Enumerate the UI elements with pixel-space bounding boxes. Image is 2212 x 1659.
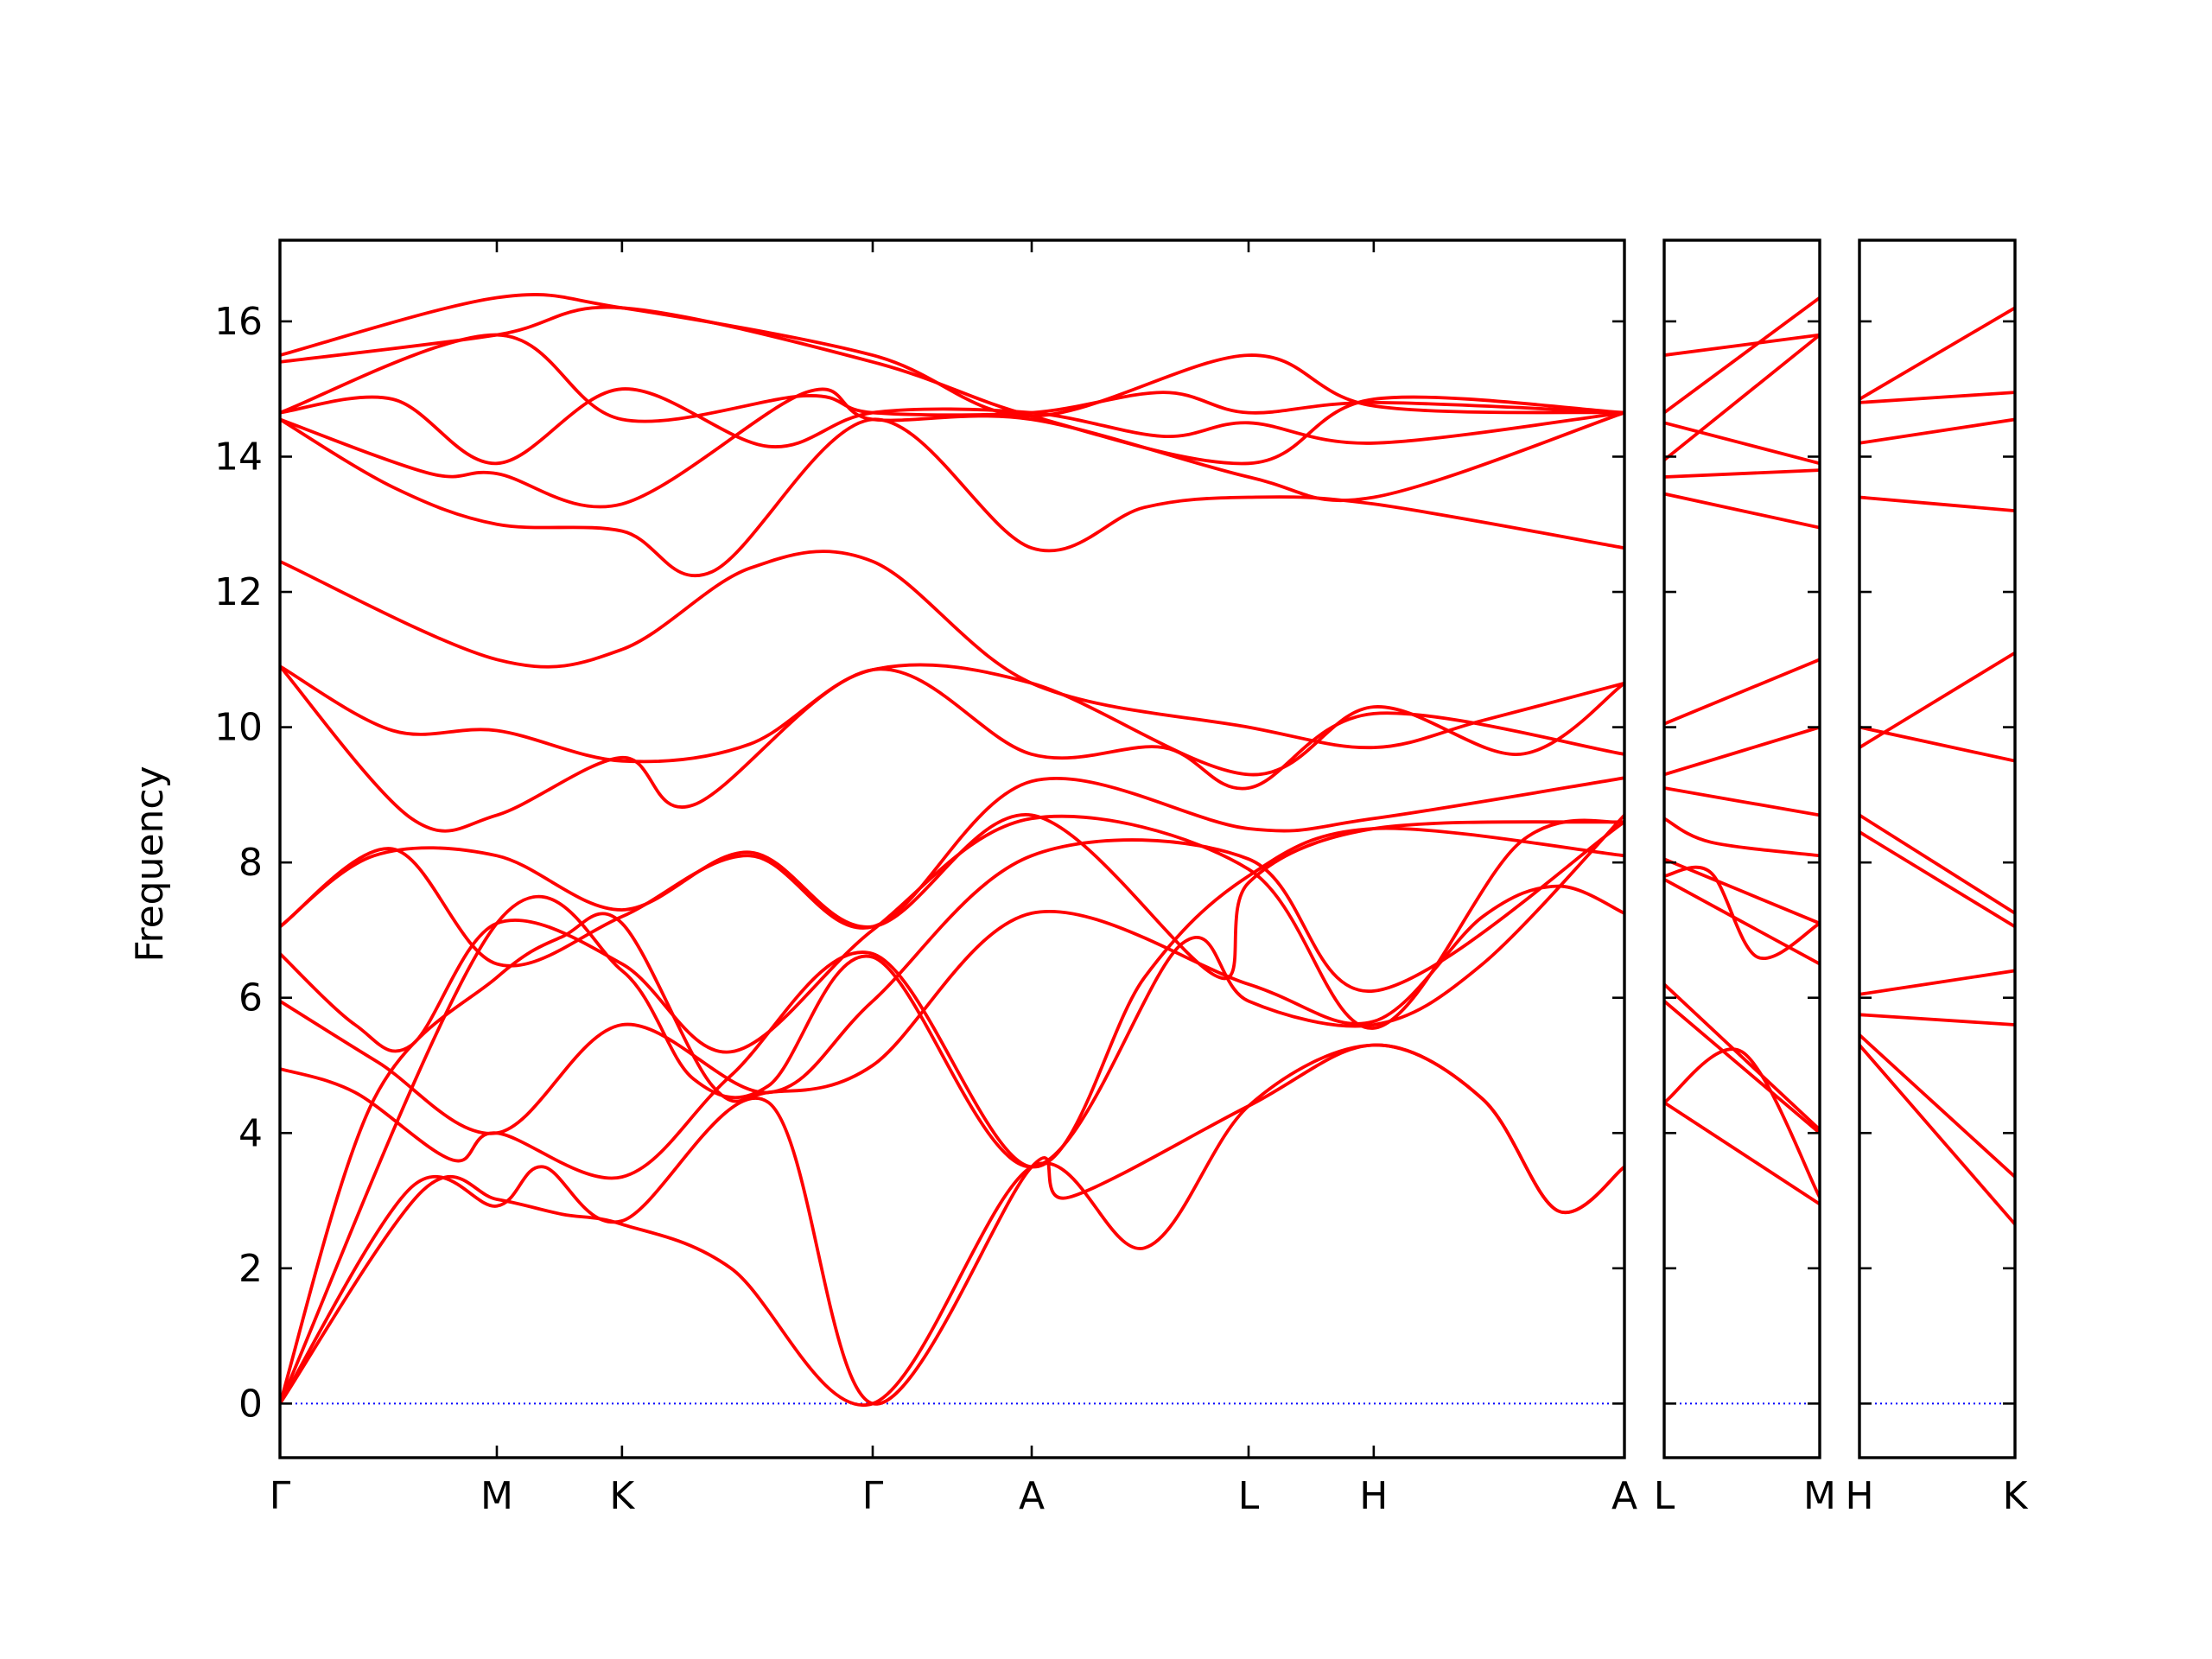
band-line	[280, 813, 1624, 1406]
band-line	[280, 387, 1624, 466]
band-line	[1859, 969, 2015, 996]
band-line	[280, 814, 1624, 1054]
band-line	[1664, 725, 1820, 777]
y-tick-label: 4	[238, 1111, 263, 1155]
x-tick-label: H	[1359, 1474, 1388, 1518]
band-line	[1664, 999, 1820, 1135]
panel-2-bands	[1664, 296, 1820, 1405]
y-axis-title: Frequency	[128, 766, 172, 962]
y-tick-label: 12	[214, 570, 263, 614]
band-line	[1664, 1101, 1820, 1206]
y-tick-label: 14	[214, 435, 263, 479]
band-line	[280, 387, 1624, 509]
y-tick-label: 10	[214, 706, 263, 750]
band-line	[1664, 1047, 1820, 1199]
panel-3-bands	[1859, 306, 2015, 1405]
x-tick-label: A	[1019, 1474, 1045, 1518]
panel-1-bands	[280, 293, 1624, 1408]
x-tick-label: K	[2003, 1474, 2029, 1518]
band-line	[1859, 1033, 2015, 1179]
band-line	[280, 664, 1624, 833]
panel-2-frame	[1662, 238, 1821, 1459]
band-line	[280, 663, 1624, 777]
band-line	[1859, 1043, 2015, 1226]
band-line	[1664, 982, 1820, 1132]
band-line	[280, 305, 1624, 466]
x-tick-label: A	[1611, 1474, 1637, 1518]
panel-1-frame	[278, 238, 1626, 1459]
band-line	[1859, 1013, 2015, 1027]
band-line	[280, 293, 1624, 418]
x-tick-label: L	[1654, 1474, 1675, 1518]
band-line	[1664, 658, 1820, 726]
band-line	[1664, 468, 1820, 479]
band-line	[280, 333, 1624, 423]
band-line	[1664, 333, 1820, 462]
band-line	[1859, 306, 2015, 401]
band-line	[1859, 813, 2015, 915]
band-line	[1859, 725, 2015, 763]
band-line	[1664, 492, 1820, 530]
band-line	[280, 550, 1624, 750]
x-tick-label: M	[1803, 1474, 1836, 1518]
x-tick-label: M	[480, 1474, 513, 1518]
band-line	[280, 826, 1624, 1180]
band-line	[1859, 417, 2015, 445]
panel-3-frame	[1858, 238, 2017, 1459]
y-tick-label: 2	[238, 1247, 263, 1291]
band-line	[1664, 333, 1820, 357]
band-line	[280, 1043, 1624, 1408]
band-line	[1859, 391, 2015, 404]
band-line	[280, 884, 1624, 1406]
y-tick-label: 8	[238, 841, 263, 885]
y-tick-label: 0	[238, 1382, 263, 1426]
band-line	[1664, 857, 1820, 925]
y-tick-label: 16	[214, 300, 263, 344]
band-line	[1664, 296, 1820, 415]
band-line	[280, 776, 1624, 968]
band-line	[1664, 421, 1820, 466]
band-line	[1859, 830, 2015, 929]
x-tick-label: Γ	[862, 1474, 884, 1518]
y-tick-label: 6	[238, 976, 263, 1020]
band-line	[280, 1043, 1624, 1406]
band-line	[280, 813, 1624, 981]
x-tick-label: K	[609, 1474, 635, 1518]
band-line	[1859, 651, 2015, 749]
x-tick-label: H	[1845, 1474, 1873, 1518]
band-line	[1664, 786, 1820, 817]
band-line	[1664, 877, 1820, 966]
band-line	[1664, 817, 1820, 858]
bands-layer	[280, 293, 2015, 1408]
x-tick-label: L	[1238, 1474, 1260, 1518]
band-line	[1859, 495, 2015, 512]
x-tick-label: Γ	[270, 1474, 291, 1518]
band-line	[280, 417, 1624, 578]
band-line	[280, 820, 1624, 1135]
